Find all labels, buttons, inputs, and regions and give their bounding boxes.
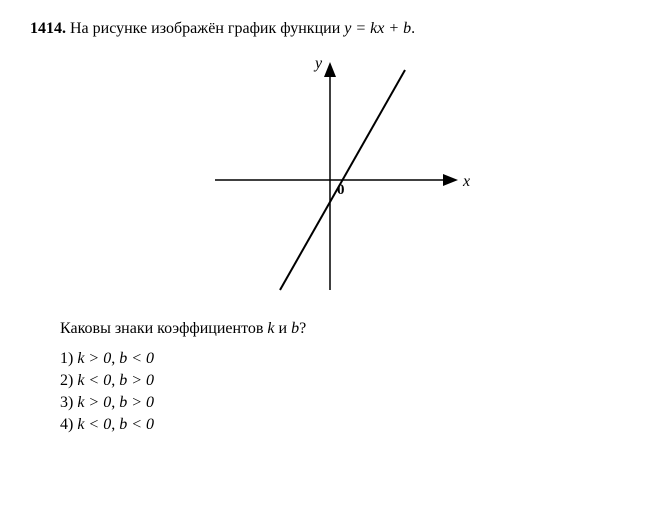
option-b: b > 0 [119, 394, 154, 411]
var-k: k [267, 320, 274, 337]
y-axis-label: y [313, 55, 323, 72]
option-k: k < 0 [77, 372, 111, 389]
graph-container: y x 0 [30, 50, 620, 305]
option-4: 4) k < 0, b < 0 [60, 416, 620, 434]
question-prefix: Каковы знаки коэффициентов [60, 320, 267, 337]
option-b: b < 0 [119, 350, 154, 367]
answer-options: 1) k > 0, b < 0 2) k < 0, b > 0 3) k > 0… [60, 350, 620, 434]
problem-statement: 1414. На рисунке изображён график функци… [30, 20, 620, 38]
equation: y = kx + b [344, 20, 411, 37]
question-mid: и [275, 320, 292, 337]
option-1: 1) k > 0, b < 0 [60, 350, 620, 368]
option-3: 3) k > 0, b > 0 [60, 394, 620, 412]
option-b: b > 0 [119, 372, 154, 389]
option-k: k > 0 [77, 394, 111, 411]
option-num: 2) [60, 372, 73, 389]
option-k: k > 0 [77, 350, 111, 367]
problem-number: 1414. [30, 20, 66, 37]
option-num: 3) [60, 394, 73, 411]
x-axis-label: x [462, 173, 470, 190]
question: Каковы знаки коэффициентов k и b? [60, 320, 620, 338]
option-k: k < 0 [77, 416, 111, 433]
question-suffix: ? [299, 320, 306, 337]
option-num: 1) [60, 350, 73, 367]
option-2: 2) k < 0, b > 0 [60, 372, 620, 390]
origin-label: 0 [337, 182, 345, 198]
linear-function-graph: y x 0 [165, 50, 485, 300]
statement-suffix: . [411, 20, 415, 37]
var-b: b [291, 320, 299, 337]
option-b: b < 0 [119, 416, 154, 433]
statement-prefix: На рисунке изображён график функции [70, 20, 344, 37]
option-num: 4) [60, 416, 73, 433]
